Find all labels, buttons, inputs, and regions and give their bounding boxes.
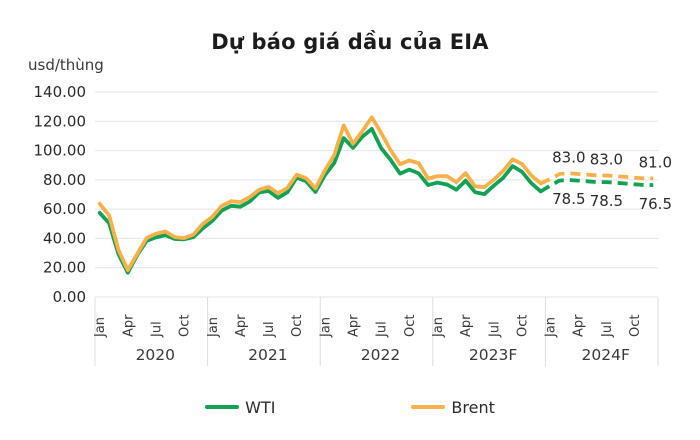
month-tick-label: Jan (93, 317, 108, 338)
forecast-value-label: 78.5 (552, 190, 585, 208)
forecast-value-label: 83.0 (552, 148, 585, 166)
month-tick-label: Jan (544, 317, 559, 338)
month-tick-label: Oct (403, 315, 418, 337)
month-tick-label: Jul (487, 321, 502, 338)
month-tick-label: Apr (347, 314, 362, 337)
year-label: 2022 (361, 346, 400, 364)
month-tick-label: Oct (178, 315, 193, 337)
forecast-value-label: 76.5 (639, 195, 672, 213)
legend-label-wti: WTI (245, 397, 276, 417)
month-tick-label: Oct (515, 315, 530, 337)
forecast-value-label: 83.0 (590, 150, 623, 168)
year-label: 2024F (582, 346, 630, 364)
month-tick-label: Jul (600, 321, 615, 338)
month-tick-label: Apr (121, 314, 136, 337)
legend-label-brent: Brent (451, 397, 495, 417)
legend-item-wti: WTI (205, 398, 275, 417)
brent-line-historical (97, 115, 543, 272)
y-tick-label: 40.00 (43, 229, 86, 247)
legend-item-brent: Brent (411, 397, 495, 417)
month-tick-label: Apr (459, 314, 474, 337)
month-tick-label: Apr (572, 314, 587, 337)
month-tick-label: Jan (431, 317, 446, 338)
y-tick-label: 140.00 (34, 83, 87, 101)
y-tick-label: 0.00 (53, 288, 86, 306)
brent-line-swatch (411, 405, 446, 409)
year-label: 2020 (136, 346, 175, 364)
month-tick-label: Oct (628, 315, 643, 337)
month-tick-label: Jul (149, 321, 164, 338)
year-label: 2021 (248, 346, 287, 364)
month-tick-label: Jan (206, 317, 221, 338)
forecast-value-label: 78.5 (590, 192, 623, 210)
forecast-value-label: 81.0 (639, 153, 672, 171)
y-tick-label: 80.00 (43, 171, 86, 189)
y-axis-unit-label: usd/thùng (28, 56, 104, 74)
legend: WTI Brent (0, 396, 700, 418)
y-tick-label: 20.00 (43, 259, 86, 277)
y-tick-label: 60.00 (43, 200, 86, 218)
month-tick-label: Jan (318, 317, 333, 338)
year-label: 2023F (469, 346, 517, 364)
y-tick-label: 120.00 (34, 112, 87, 130)
y-tick-label: 100.00 (34, 142, 87, 160)
wti-line-forecast (539, 178, 654, 194)
wti-line-swatch (205, 405, 240, 409)
brent-line-forecast (539, 171, 654, 186)
month-tick-label: Apr (234, 314, 249, 337)
month-tick-label: Jul (262, 321, 277, 338)
month-tick-label: Oct (290, 315, 305, 337)
chart-title: Dự báo giá dầu của EIA (211, 30, 489, 54)
month-tick-label: Jul (375, 321, 390, 338)
